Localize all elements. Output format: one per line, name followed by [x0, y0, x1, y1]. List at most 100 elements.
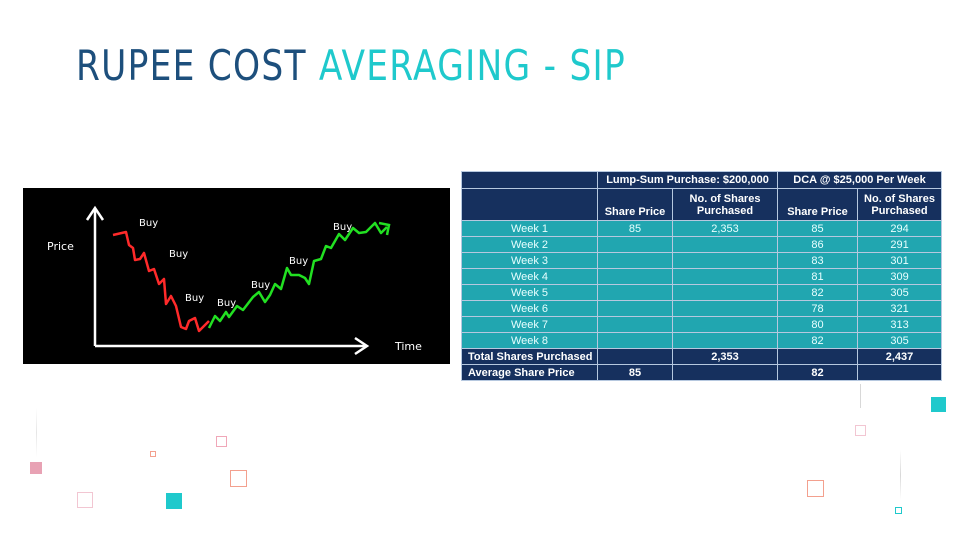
decor-line	[900, 450, 901, 500]
decor-line	[860, 384, 861, 408]
buy-label: Buy	[251, 280, 270, 291]
page-title: RUPEE COST AVERAGING - SIP	[76, 36, 626, 96]
table-group-header-row: Lump-Sum Purchase: $200,000 DCA @ $25,00…	[461, 171, 943, 189]
buy-chart-svg: Price Time Buy Buy Buy Buy Buy Buy Buy	[47, 205, 422, 356]
dca-price-cell: 80	[777, 316, 858, 333]
buy-label: Buy	[169, 249, 188, 260]
dca-shares-cell: 309	[856, 268, 943, 285]
table-row: Week 2 86 291	[461, 236, 943, 253]
dca-shares-cell: 301	[856, 252, 943, 269]
ls-price-cell	[597, 284, 673, 301]
decor-line	[36, 408, 37, 458]
decor-square	[855, 425, 866, 436]
dca-group-header: DCA @ $25,000 Per Week	[776, 171, 943, 189]
ls-shares-cell	[672, 300, 778, 317]
decor-square	[216, 436, 227, 447]
table-row: Week 5 82 305	[461, 284, 943, 301]
decor-square	[230, 470, 247, 487]
buy-chart-illustration: Price Time Buy Buy Buy Buy Buy Buy Buy	[23, 188, 450, 364]
average-dca-price: 82	[777, 364, 858, 381]
dca-price-cell: 82	[777, 284, 858, 301]
down-trend-line	[112, 230, 210, 333]
decor-square	[166, 493, 182, 509]
up-trend-arrowhead	[378, 221, 391, 236]
average-price-row: Average Share Price 85 82	[461, 364, 943, 381]
ls-price-cell	[597, 316, 673, 333]
col-header-ls-shares: No. of Shares Purchased	[672, 188, 778, 221]
ls-price-cell	[597, 268, 673, 285]
dca-shares-cell: 321	[856, 300, 943, 317]
ls-shares-cell	[672, 316, 778, 333]
empty-corner-cell	[461, 171, 598, 189]
dca-price-cell: 86	[777, 236, 858, 253]
week-label: Week 6	[461, 300, 598, 317]
total-label: Total Shares Purchased	[461, 348, 598, 365]
week-label: Week 7	[461, 316, 598, 333]
title-part-1: RUPEE COST	[76, 41, 307, 90]
dca-shares-cell: 294	[856, 220, 943, 237]
total-dca-price-cell	[777, 348, 858, 365]
dca-shares-cell: 313	[856, 316, 943, 333]
total-ls-shares: 2,353	[672, 348, 778, 365]
sip-comparison-table: Lump-Sum Purchase: $200,000 DCA @ $25,00…	[461, 171, 943, 381]
total-dca-shares: 2,437	[856, 348, 943, 365]
dca-shares-cell: 291	[856, 236, 943, 253]
dca-price-cell: 78	[777, 300, 858, 317]
title-part-2: AVERAGING - SIP	[318, 41, 626, 90]
table-row: Week 7 80 313	[461, 316, 943, 333]
ls-price-cell	[597, 300, 673, 317]
ls-shares-cell	[672, 268, 778, 285]
ls-price-cell	[597, 236, 673, 253]
table-column-header-row: Share Price No. of Shares Purchased Shar…	[461, 188, 943, 221]
average-ls-shares-cell	[672, 364, 778, 381]
ls-shares-cell	[672, 284, 778, 301]
dca-price-cell: 82	[777, 332, 858, 349]
decor-square	[931, 397, 946, 412]
table-row: Week 6 78 321	[461, 300, 943, 317]
ls-price-cell	[597, 252, 673, 269]
up-trend-line	[207, 221, 388, 329]
buy-label: Buy	[217, 298, 236, 309]
week-label: Week 2	[461, 236, 598, 253]
week-label: Week 8	[461, 332, 598, 349]
ls-shares-cell	[672, 236, 778, 253]
decor-square	[30, 462, 42, 474]
week-label: Week 5	[461, 284, 598, 301]
y-axis-arrow	[85, 205, 105, 221]
average-ls-price: 85	[597, 364, 673, 381]
dca-price-cell: 85	[777, 220, 858, 237]
total-shares-row: Total Shares Purchased 2,353 2,437	[461, 348, 943, 365]
table-row: Week 1 85 2,353 85 294	[461, 220, 943, 237]
ls-shares-cell: 2,353	[672, 220, 778, 237]
buy-label: Buy	[185, 293, 204, 304]
week-label: Week 1	[461, 220, 598, 237]
decor-square	[150, 451, 156, 457]
x-axis-label: Time	[394, 340, 422, 353]
ls-shares-cell	[672, 332, 778, 349]
buy-label: Buy	[333, 222, 352, 233]
decor-square	[895, 507, 902, 514]
average-dca-shares-cell	[856, 364, 943, 381]
dca-price-cell: 83	[777, 252, 858, 269]
col-header-dca-shares: No. of Shares Purchased	[856, 188, 943, 221]
table-row: Week 4 81 309	[461, 268, 943, 285]
buy-label: Buy	[139, 218, 158, 229]
dca-price-cell: 81	[777, 268, 858, 285]
ls-price-cell: 85	[597, 220, 673, 237]
dca-shares-cell: 305	[856, 284, 943, 301]
x-axis-arrow	[354, 336, 370, 356]
col-header-dca-price: Share Price	[777, 188, 858, 221]
total-ls-price-cell	[597, 348, 673, 365]
week-label: Week 4	[461, 268, 598, 285]
average-label: Average Share Price	[461, 364, 598, 381]
y-axis-label: Price	[47, 240, 74, 253]
col-header-ls-price: Share Price	[597, 188, 673, 221]
week-label: Week 3	[461, 252, 598, 269]
table-row: Week 8 82 305	[461, 332, 943, 349]
empty-corner-cell	[461, 188, 598, 221]
lump-sum-group-header: Lump-Sum Purchase: $200,000	[597, 171, 778, 189]
decor-square	[77, 492, 93, 508]
ls-price-cell	[597, 332, 673, 349]
buy-label: Buy	[289, 256, 308, 267]
decor-square	[807, 480, 824, 497]
